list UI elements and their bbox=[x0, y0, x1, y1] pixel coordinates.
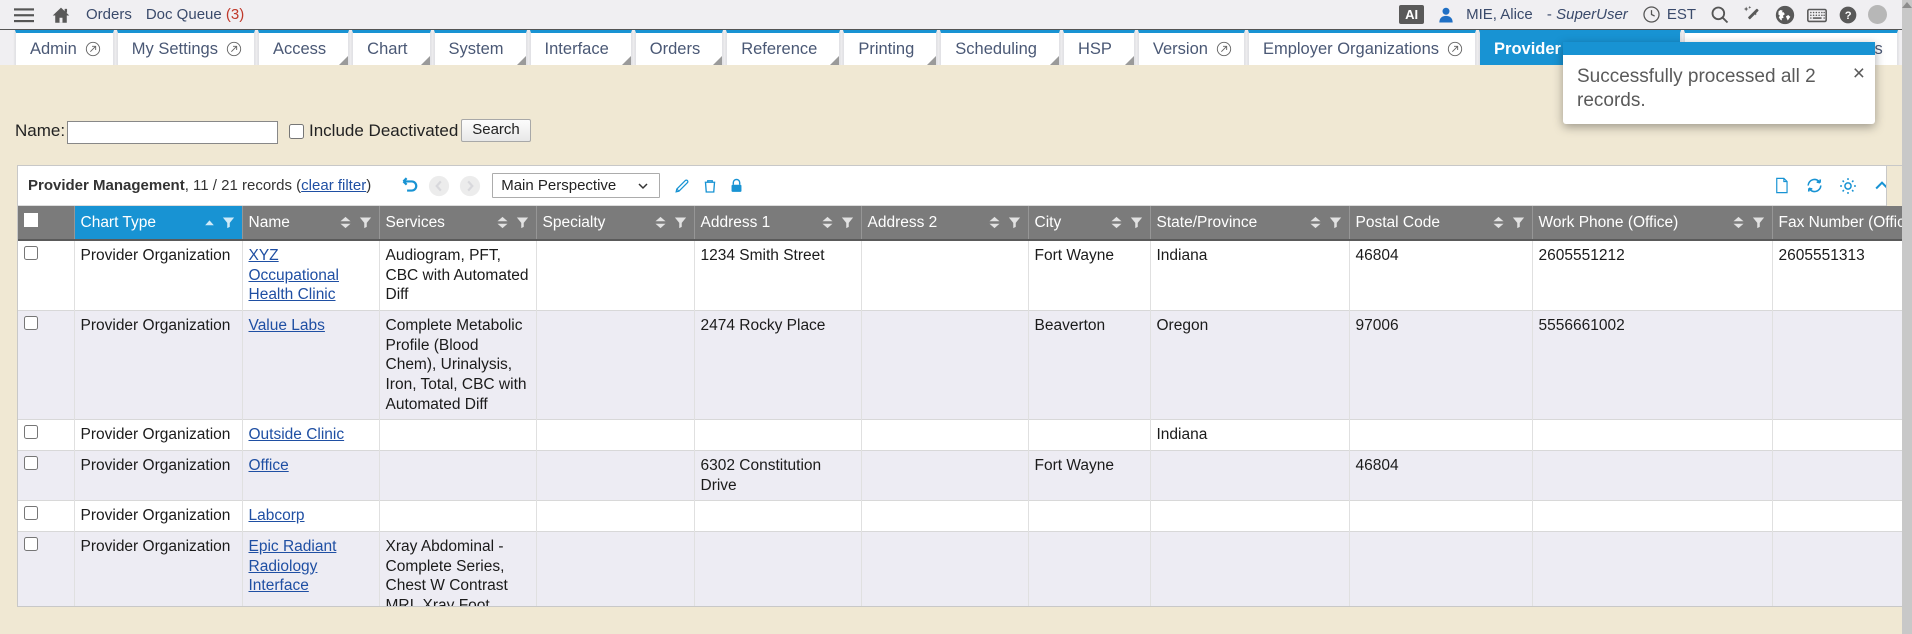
svg-text:?: ? bbox=[1845, 9, 1852, 21]
